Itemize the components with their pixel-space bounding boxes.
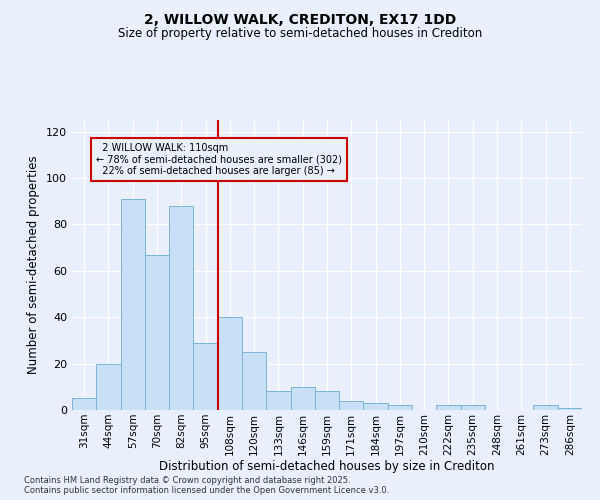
- Bar: [96, 364, 121, 410]
- Bar: [193, 342, 218, 410]
- Bar: [145, 254, 169, 410]
- Bar: [242, 352, 266, 410]
- Y-axis label: Number of semi-detached properties: Number of semi-detached properties: [28, 156, 40, 374]
- Bar: [121, 199, 145, 410]
- Bar: [558, 408, 582, 410]
- Bar: [436, 406, 461, 410]
- Bar: [388, 406, 412, 410]
- Bar: [290, 387, 315, 410]
- Bar: [72, 398, 96, 410]
- Bar: [364, 403, 388, 410]
- X-axis label: Distribution of semi-detached houses by size in Crediton: Distribution of semi-detached houses by …: [159, 460, 495, 473]
- Text: 2, WILLOW WALK, CREDITON, EX17 1DD: 2, WILLOW WALK, CREDITON, EX17 1DD: [144, 12, 456, 26]
- Text: 2 WILLOW WALK: 110sqm
← 78% of semi-detached houses are smaller (302)
  22% of s: 2 WILLOW WALK: 110sqm ← 78% of semi-deta…: [96, 143, 342, 176]
- Bar: [218, 317, 242, 410]
- Text: Size of property relative to semi-detached houses in Crediton: Size of property relative to semi-detach…: [118, 28, 482, 40]
- Bar: [461, 406, 485, 410]
- Bar: [169, 206, 193, 410]
- Bar: [315, 392, 339, 410]
- Text: Contains HM Land Registry data © Crown copyright and database right 2025.
Contai: Contains HM Land Registry data © Crown c…: [24, 476, 389, 495]
- Bar: [533, 406, 558, 410]
- Bar: [339, 400, 364, 410]
- Bar: [266, 392, 290, 410]
